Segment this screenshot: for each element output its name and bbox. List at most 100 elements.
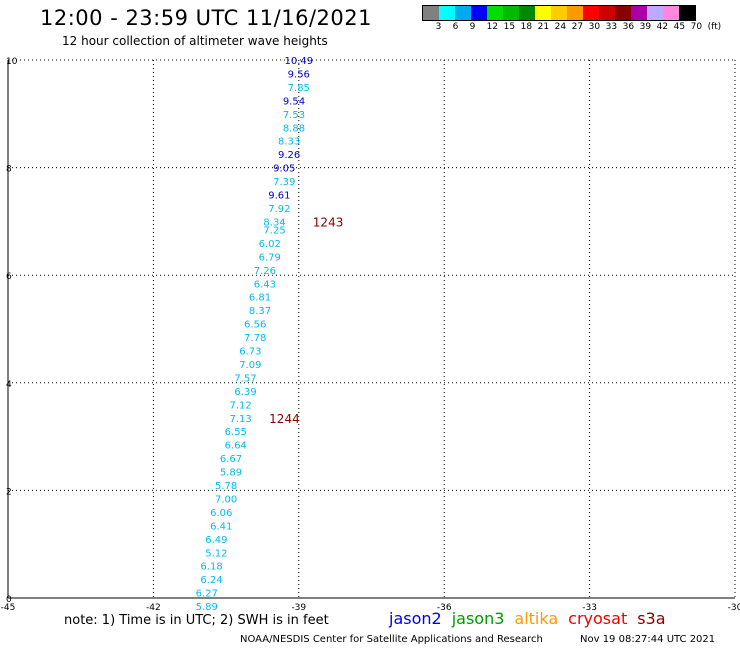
- wave-height-label: 6.02: [259, 239, 281, 250]
- legend-swatch: [647, 6, 663, 20]
- legend-label: 39: [639, 22, 652, 32]
- legend-swatch: [583, 6, 599, 20]
- wave-height-label: 9.54: [283, 96, 305, 107]
- wave-height-label: 6.24: [200, 575, 222, 586]
- chart-subtitle: 12 hour collection of altimeter wave hei…: [62, 34, 328, 48]
- wave-height-label: 5.89: [220, 468, 242, 479]
- legend-swatch: [599, 6, 615, 20]
- wave-height-label: 6.39: [234, 387, 256, 398]
- x-tick-label: -39: [291, 603, 306, 610]
- x-tick-label: -30: [728, 603, 740, 610]
- wave-height-label: 7.78: [244, 333, 266, 344]
- wave-height-label: 6.18: [200, 562, 222, 573]
- legend-label: 36: [622, 22, 635, 32]
- wave-height-label: 7.26: [254, 266, 276, 277]
- legend-label: (ft): [707, 22, 722, 32]
- legend-label: 12: [486, 22, 499, 32]
- x-tick-label: -36: [437, 603, 452, 610]
- wave-height-label: 6.27: [196, 589, 218, 600]
- satellite-cryosat: cryosat: [568, 609, 628, 628]
- legend-swatch: [471, 6, 487, 20]
- y-tick-label: 8: [6, 165, 12, 175]
- legend-label: 45: [673, 22, 686, 32]
- wave-height-label: 6.43: [254, 279, 276, 290]
- wave-height-label: 8.34: [263, 217, 285, 228]
- wave-height-label: 9.61: [268, 191, 290, 202]
- wave-height-label: 9.05: [273, 164, 295, 175]
- legend-swatch: [503, 6, 519, 20]
- time-label: 1243: [313, 215, 344, 229]
- wave-height-label: 8.33: [278, 137, 300, 148]
- satellite-jason2: jason2: [389, 609, 442, 628]
- wave-height-label: 6.73: [239, 347, 261, 358]
- legend-label: 21: [537, 22, 550, 32]
- y-tick-label: 6: [6, 272, 12, 282]
- satellite-legend: jason2 jason3 altika cryosat s3a: [389, 609, 676, 628]
- satellite-s3a: s3a: [637, 609, 666, 628]
- chart-title: 12:00 - 23:59 UTC 11/16/2021: [40, 6, 372, 30]
- legend-labels: 3 6 9 12 15 18 21 24 27 30 33 36 39 42 45 70 (ft): [422, 22, 740, 34]
- legend-swatch: [519, 6, 535, 20]
- wave-height-label: 6.55: [225, 427, 247, 438]
- wave-height-label: 7.09: [239, 360, 261, 371]
- legend-swatch: [679, 6, 695, 20]
- wave-height-label: 6.06: [210, 508, 232, 519]
- wave-height-label: 5.78: [215, 481, 237, 492]
- credit-text: NOAA/NESDIS Center for Satellite Applica…: [240, 634, 543, 645]
- wave-height-label: 8.88: [283, 123, 305, 134]
- legend-label: 3: [435, 22, 442, 32]
- color-scale-legend: 3 6 9 12 15 18 21 24 27 30 33 36 39 42 45 70 (ft): [422, 5, 721, 32]
- wave-height-label: 7.53: [283, 110, 305, 121]
- wave-height-label: 7.13: [230, 414, 252, 425]
- wave-height-label: 8.37: [249, 306, 271, 317]
- satellite-jason3: jason3: [451, 609, 505, 628]
- wave-height-label: 7.57: [234, 373, 256, 384]
- wave-height-label: 5.12: [205, 548, 227, 559]
- wave-height-label: 9.56: [288, 69, 310, 80]
- y-tick-label: 2: [6, 487, 12, 497]
- wave-height-label: 6.79: [259, 252, 281, 263]
- x-tick-label: -33: [582, 603, 597, 610]
- wave-height-label: 6.56: [244, 320, 266, 331]
- legend-label: 33: [605, 22, 618, 32]
- legend-label: 42: [656, 22, 669, 32]
- legend-swatch: [615, 6, 631, 20]
- wave-height-label: 6.64: [225, 441, 247, 452]
- x-tick-label: -42: [146, 603, 161, 610]
- y-tick-label: 4: [6, 380, 12, 390]
- legend-swatches: [422, 5, 696, 21]
- wave-height-label: 6.49: [205, 535, 227, 546]
- legend-label: 9: [469, 22, 476, 32]
- legend-swatch: [535, 6, 551, 20]
- wave-height-label: 6.67: [220, 454, 242, 465]
- legend-label: 15: [503, 22, 516, 32]
- wave-height-label: 10.49: [284, 56, 313, 67]
- wave-height-label: 7.92: [268, 204, 290, 215]
- legend-swatch: [631, 6, 647, 20]
- y-tick-label: 10: [6, 57, 18, 67]
- wave-height-label: 7.39: [273, 177, 295, 188]
- legend-label: 24: [554, 22, 567, 32]
- generation-timestamp: Nov 19 08:27:44 UTC 2021: [580, 634, 716, 645]
- satellite-altika: altika: [514, 609, 559, 628]
- wave-height-label: 7.00: [215, 494, 237, 505]
- legend-label: 30: [588, 22, 601, 32]
- wave-height-label: 7.25: [263, 225, 285, 236]
- legend-swatch: [423, 6, 439, 20]
- legend-label: 18: [520, 22, 533, 32]
- wave-height-label: 6.81: [249, 293, 271, 304]
- legend-swatch: [455, 6, 471, 20]
- wave-height-label: 6.41: [210, 521, 232, 532]
- legend-swatch: [663, 6, 679, 20]
- wave-height-label: 5.89: [196, 602, 218, 610]
- legend-label: 27: [571, 22, 584, 32]
- wave-height-label: 7.12: [230, 400, 252, 411]
- legend-swatch: [439, 6, 455, 20]
- wave-height-plot: -45 -42 -39 -36 -33 -30 0 2 4 6 8 10 10.49 9.56 7.85 9.…: [1, 56, 740, 610]
- wave-height-label: 7.85: [288, 83, 310, 94]
- time-label: 1244: [269, 412, 300, 426]
- x-tick-label: -45: [1, 603, 16, 610]
- footer-note: note: 1) Time is in UTC; 2) SWH is in fe…: [64, 613, 329, 628]
- legend-label: 70: [690, 22, 703, 32]
- legend-label: 6: [452, 22, 459, 32]
